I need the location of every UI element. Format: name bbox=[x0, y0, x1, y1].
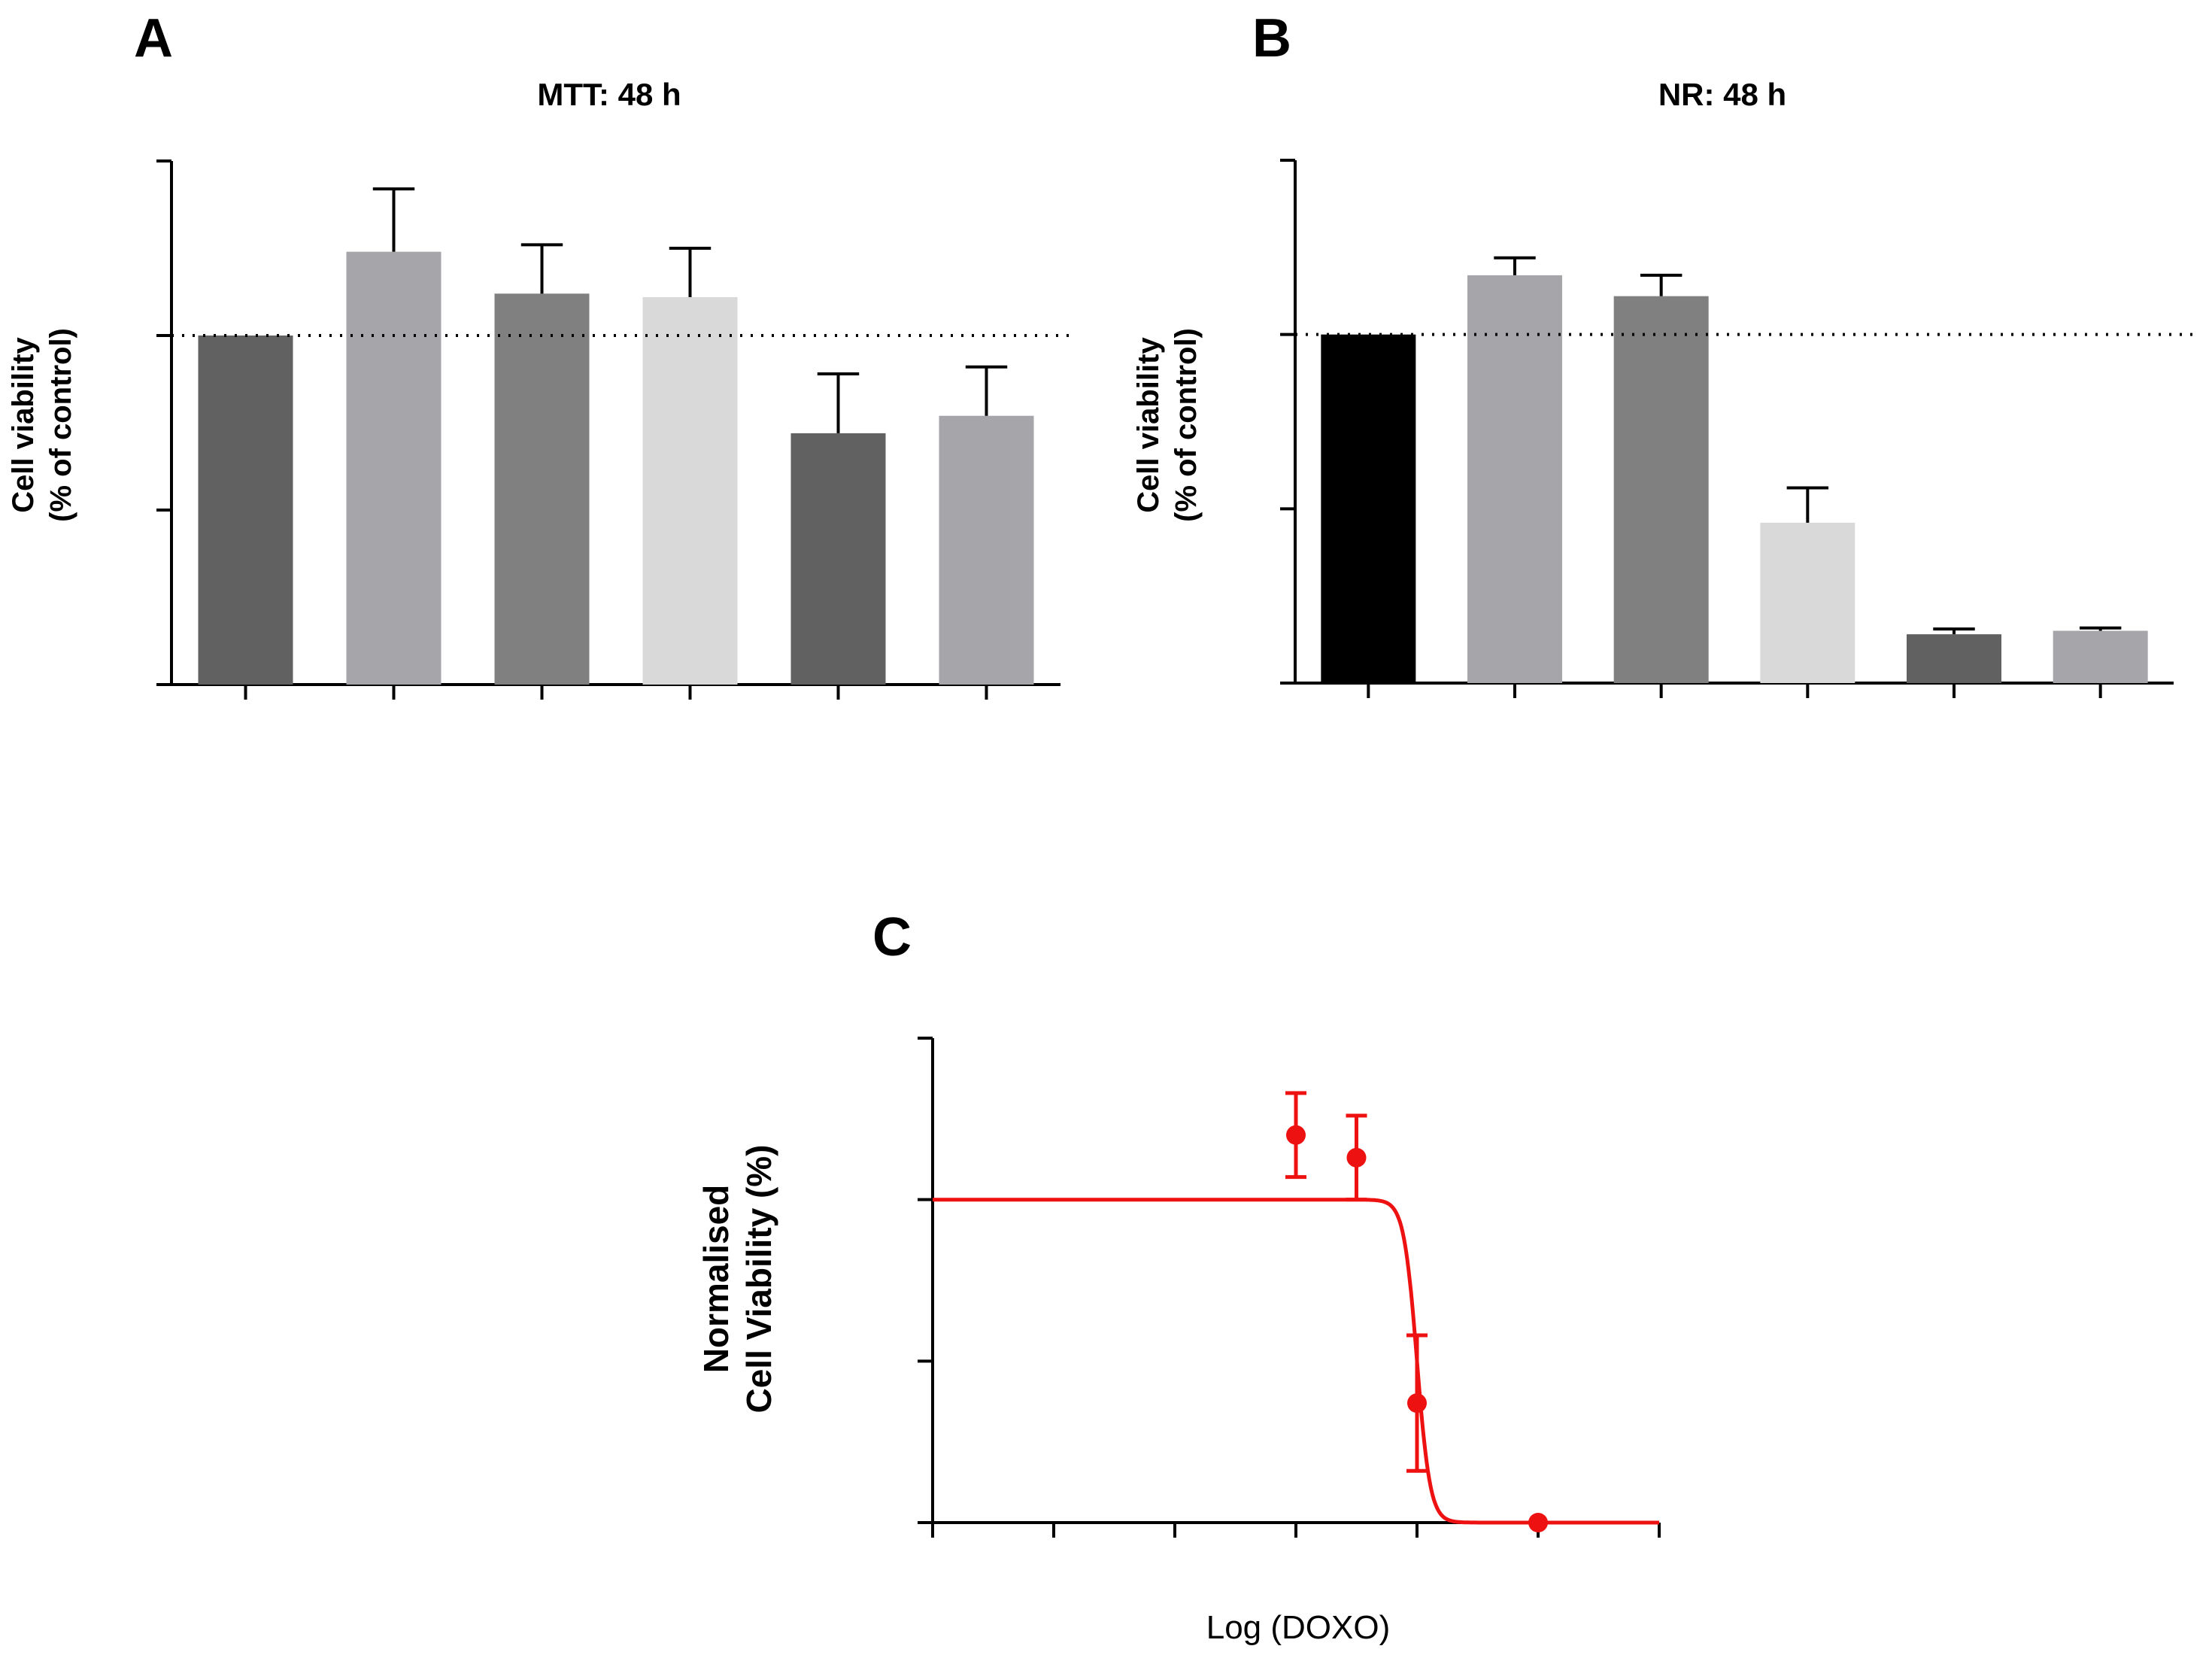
panel-c-xlabel: Log (DOXO) bbox=[1206, 1609, 1391, 1646]
panel-c-fit-curve bbox=[933, 1198, 1659, 1525]
panel-a-ylabel-line1: Cell viability bbox=[7, 337, 40, 513]
panel-a-bar bbox=[939, 415, 1034, 685]
panel-b-bar bbox=[2053, 630, 2148, 683]
panel-a-bar bbox=[642, 296, 738, 685]
panel-b-ylabel-line1: Cell viability bbox=[1132, 337, 1165, 513]
panel-b: B NR: 48 h Cell viability (% of control) bbox=[1132, 8, 2198, 698]
panel-c: C Normalised Cell Viability (%) Log (DOX… bbox=[696, 907, 1661, 1646]
panel-a-plot bbox=[156, 159, 1073, 700]
panel-c-ylabel-line2: Cell Viability (%) bbox=[739, 1144, 778, 1413]
panel-a-ylabel-line2: (% of control) bbox=[44, 328, 77, 522]
panel-c-letter: C bbox=[872, 907, 912, 967]
panel-a-bar bbox=[198, 336, 293, 685]
panel-a-title: MTT: 48 h bbox=[537, 77, 681, 112]
panel-b-title: NR: 48 h bbox=[1658, 77, 1786, 112]
panel-b-plot bbox=[1280, 159, 2198, 698]
panel-b-ylabel-line2: (% of control) bbox=[1170, 328, 1203, 522]
panel-c-data-point bbox=[1286, 1125, 1306, 1145]
panel-c-data-point bbox=[1528, 1513, 1548, 1532]
panel-a-letter: A bbox=[134, 8, 173, 68]
panel-b-bar bbox=[1907, 634, 2001, 683]
panel-b-bar bbox=[1760, 522, 1855, 683]
panel-b-bar bbox=[1467, 275, 1562, 683]
panel-b-letter: B bbox=[1252, 8, 1291, 68]
panel-a-bar bbox=[346, 251, 441, 685]
panel-c-data-point bbox=[1346, 1147, 1367, 1168]
panel-c-data-point bbox=[1407, 1393, 1427, 1414]
panel-a-bar bbox=[494, 293, 590, 685]
panel-b-bar bbox=[1613, 296, 1709, 683]
panel-c-ylabel-line1: Normalised bbox=[696, 1185, 736, 1374]
panel-a-bar bbox=[790, 433, 886, 685]
panel-a: A MTT: 48 h Cell viability (% of control… bbox=[7, 8, 1073, 700]
panel-b-bar bbox=[1321, 334, 1416, 683]
panel-c-plot bbox=[918, 1037, 1661, 1538]
